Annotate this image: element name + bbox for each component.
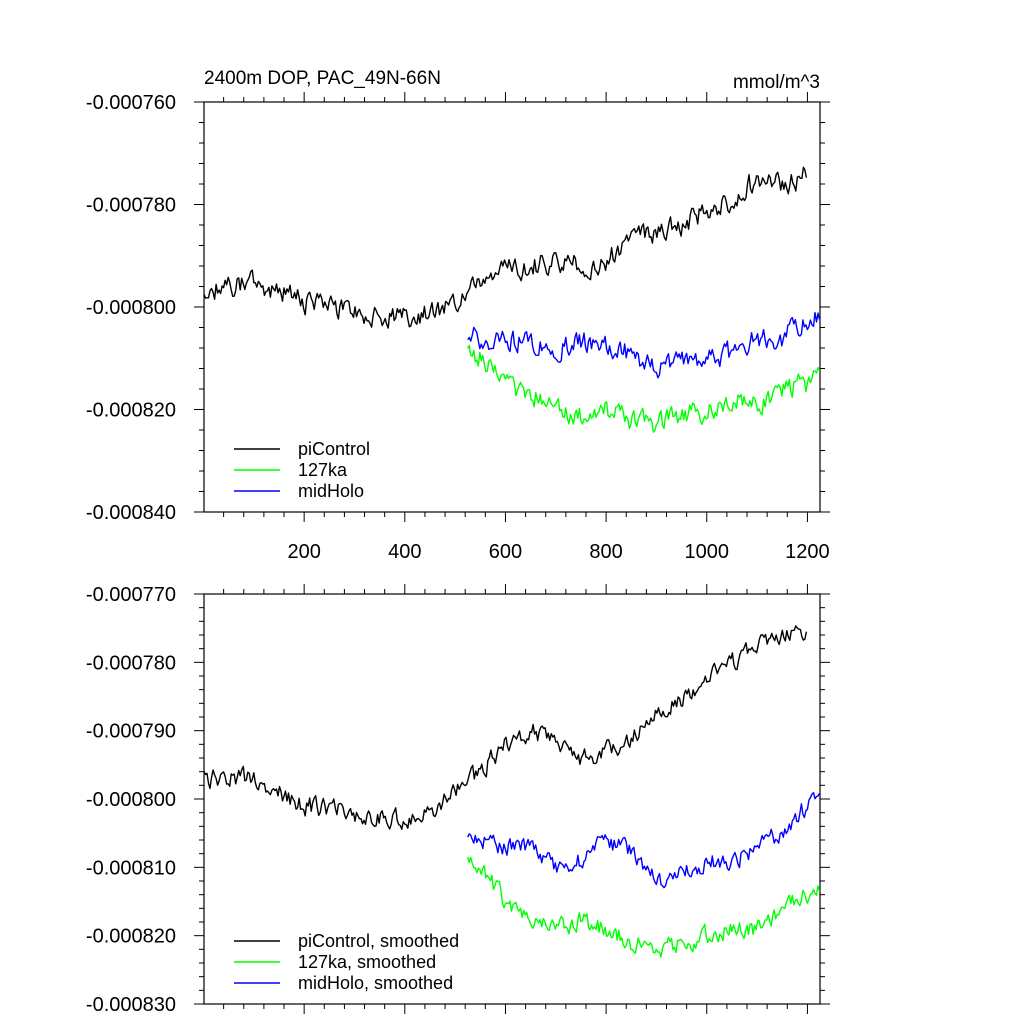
- legend-label: piControl: [298, 439, 370, 459]
- legend-label: 127ka: [298, 460, 348, 480]
- units-label: mmol/m^3: [733, 72, 820, 93]
- x-tick-label: 1200: [785, 541, 830, 563]
- y-tick-label: -0.000780: [86, 652, 176, 674]
- bottom-panel: -0.000770 -0.000780 -0.000790 -0.000800 -0.0…: [86, 584, 830, 1016]
- x-tick-label: 800: [589, 541, 622, 563]
- y-tick-label: -0.000800: [86, 789, 176, 811]
- series-line: [203, 166, 808, 329]
- x-tick-label: 600: [489, 541, 522, 563]
- series-line: [467, 792, 821, 889]
- x-tick-label: 400: [388, 541, 421, 563]
- y-tick-label: -0.000820: [86, 400, 176, 422]
- series-line: [203, 625, 808, 830]
- series-line: [467, 311, 821, 379]
- y-tick-label: -0.000790: [86, 721, 176, 743]
- legend-label: midHolo, smoothed: [298, 973, 453, 993]
- x-tick-label: 1000: [685, 541, 730, 563]
- y-tick-label: -0.000760: [86, 92, 176, 114]
- y-tick-label: -0.000830: [86, 994, 176, 1016]
- y-tick-label: -0.000780: [86, 195, 176, 217]
- chart-title: 2400m DOP, PAC_49N-66N: [204, 68, 441, 89]
- top-panel: 200 400 600 800 1000 1200 -0.000760 -0.000780 -0…: [86, 92, 830, 563]
- x-tick-label: 200: [287, 541, 320, 563]
- series-line: [467, 344, 821, 433]
- y-tick-label: -0.000810: [86, 857, 176, 879]
- legend-label: midHolo: [298, 481, 364, 501]
- plot-frame: [203, 101, 821, 513]
- y-tick-label: -0.000820: [86, 926, 176, 948]
- y-tick-label: -0.000840: [86, 502, 176, 524]
- plot-frame: [203, 593, 821, 1005]
- series-line: [467, 856, 821, 958]
- legend-label: 127ka, smoothed: [298, 952, 436, 972]
- legend-label: piControl, smoothed: [298, 931, 459, 951]
- y-tick-label: -0.000770: [86, 584, 176, 606]
- y-tick-label: -0.000800: [86, 297, 176, 319]
